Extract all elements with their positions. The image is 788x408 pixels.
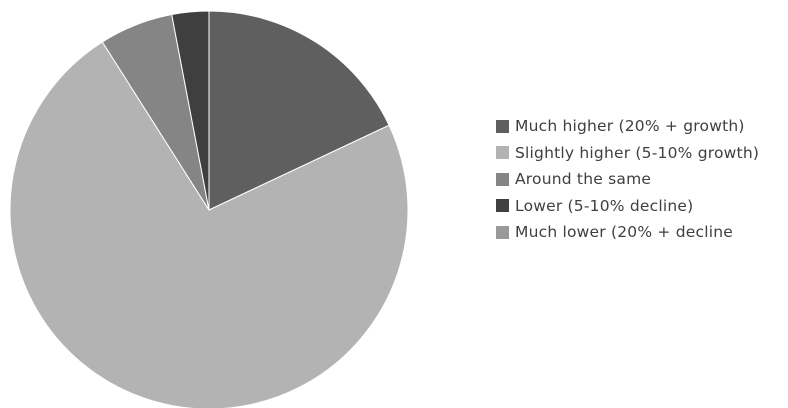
legend-label: Slightly higher (5-10% growth): [515, 143, 760, 162]
pie-slice-0: [208, 10, 390, 211]
legend-item: Much lower (20% + decline: [496, 219, 759, 246]
pie-slice-1: [9, 41, 409, 408]
pie-slice-3: [171, 10, 210, 211]
legend-label: Much lower (20% + decline: [515, 223, 733, 242]
legend-item: Slightly higher (5-10% growth): [496, 140, 759, 167]
legend-swatch: [496, 172, 509, 186]
legend-swatch: [496, 146, 509, 160]
legend: Much higher (20% + growth) Slightly highe…: [496, 113, 759, 246]
legend-item: Lower (5-10% decline): [496, 193, 759, 220]
legend-item: Around the same: [496, 166, 759, 193]
legend-label: Around the same: [515, 170, 652, 189]
legend-label: Much higher (20% + growth): [515, 117, 745, 136]
pie-chart: [9, 10, 409, 408]
legend-swatch: [496, 199, 509, 213]
legend-label: Lower (5-10% decline): [515, 196, 694, 215]
legend-swatch: [496, 119, 509, 133]
legend-swatch: [496, 225, 509, 239]
legend-item: Much higher (20% + growth): [496, 113, 759, 140]
